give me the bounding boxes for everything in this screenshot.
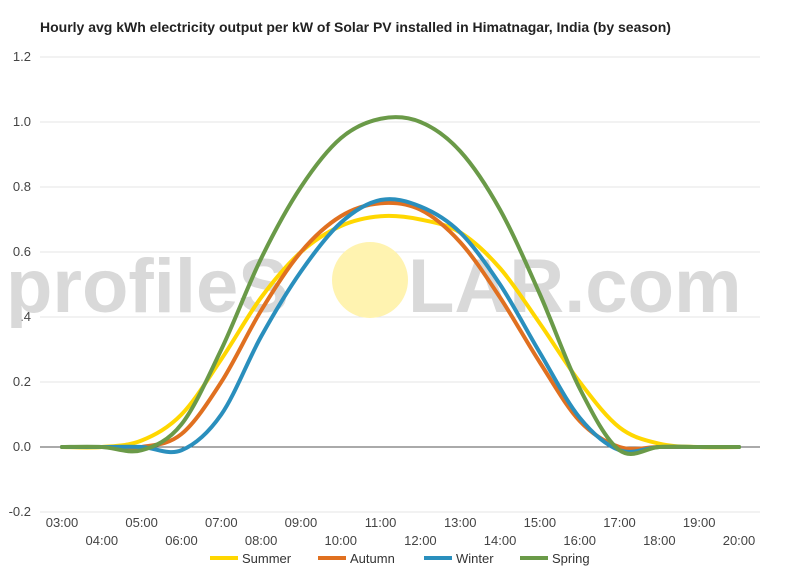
x-tick-label: 05:00 [125,515,158,530]
y-tick-label: 0.6 [13,244,31,259]
y-tick-label: -0.2 [9,504,31,519]
watermark: profileS LAR.com [6,242,742,329]
x-tick-label: 11:00 [365,515,397,530]
y-tick-label: 0.2 [13,374,31,389]
legend-label-spring: Spring [552,551,590,566]
watermark-sun-icon [332,242,408,318]
x-tick-label: 13:00 [444,515,477,530]
watermark-text-right: LAR.com [408,244,742,329]
chart-title: Hourly avg kWh electricity output per kW… [40,19,671,35]
y-tick-label: 1.2 [13,49,31,64]
series-line-spring [60,115,741,456]
series-lines [60,115,741,456]
series-line-summer [60,213,741,450]
grid-lines [40,56,760,513]
legend-label-autumn: Autumn [350,551,395,566]
y-axis-labels: -0.2 0.0 0.2 0.4 0.6 0.8 1.0 1.2 [9,49,31,519]
legend: Summer Autumn Winter Spring [210,551,590,566]
x-tick-label: 07:00 [205,515,238,530]
y-tick-label: 1.0 [13,114,31,129]
x-tick-label: 18:00 [643,533,676,548]
x-tick-label: 17:00 [603,515,636,530]
x-tick-label: 09:00 [285,515,318,530]
x-tick-label: 14:00 [484,533,517,548]
y-tick-label: 0.8 [13,179,31,194]
x-tick-label: 06:00 [165,533,198,548]
x-tick-label: 12:00 [404,533,437,548]
y-tick-label: 0.4 [13,309,31,324]
x-tick-label: 03:00 [46,515,79,530]
x-tick-label: 15:00 [524,515,557,530]
series-line-autumn [60,200,741,451]
x-tick-label: 19:00 [683,515,716,530]
watermark-text-left: profileS [6,244,289,329]
x-tick-label: 10:00 [324,533,357,548]
x-tick-label: 08:00 [245,533,278,548]
legend-label-winter: Winter [456,551,494,566]
legend-label-summer: Summer [242,551,292,566]
x-tick-label: 04:00 [86,533,119,548]
x-tick-label: 16:00 [563,533,596,548]
y-tick-label: 0.0 [13,439,31,454]
x-tick-label: 20:00 [723,533,756,548]
x-axis-labels: 03:00 04:00 05:00 06:00 07:00 08:00 09:00 10:00… [46,515,756,548]
